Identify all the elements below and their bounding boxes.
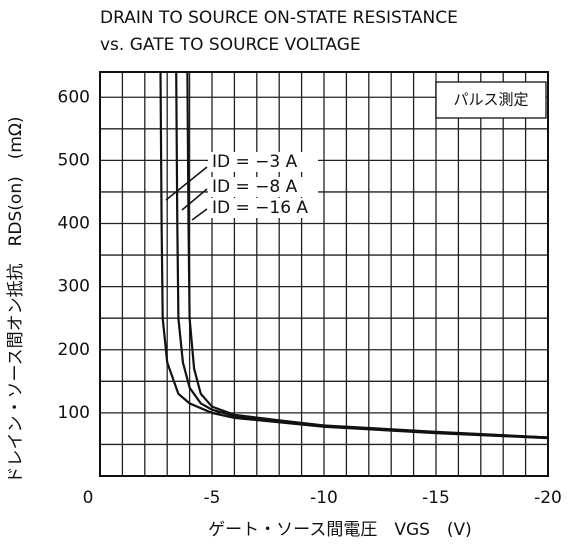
annotation-box	[435, 81, 547, 119]
legend-label: ID = −16 A	[212, 198, 308, 218]
x-tick-label: -15	[422, 488, 450, 508]
annotation: パルス測定	[453, 91, 528, 109]
chart-title: DRAIN TO SOURCE ON-STATE RESISTANCE	[100, 8, 458, 28]
legend-bg	[208, 152, 318, 172]
x-tick-label: -10	[310, 488, 338, 508]
legend-label: ID = −3 A	[212, 152, 298, 172]
x-tick-label: -20	[534, 488, 562, 508]
x-axis-label: ゲート・ソース間電圧 VGS (V)	[208, 520, 472, 540]
y-tick-label: 600	[58, 87, 90, 107]
legend-label: ID = −8 A	[212, 177, 298, 197]
y-tick-label: 100	[58, 403, 90, 423]
y-tick-label: 500	[58, 150, 90, 170]
line-series	[186, 71, 549, 439]
legend-bg	[208, 177, 318, 197]
chart-title: vs. GATE TO SOURCE VOLTAGE	[100, 35, 361, 55]
y-axis-label: ドレイン・ソース間オン抵抗 RDS(on) (mΩ)	[6, 116, 26, 483]
y-tick-label: 400	[58, 214, 90, 234]
y-tick-label: 200	[58, 340, 90, 360]
legend-bg	[208, 198, 318, 218]
x-tick-label: 0	[83, 488, 94, 508]
plot-frame	[99, 71, 549, 477]
legend-arrows	[165, 166, 208, 221]
x-tick-label: -5	[204, 488, 221, 508]
y-tick-label: 300	[58, 277, 90, 297]
